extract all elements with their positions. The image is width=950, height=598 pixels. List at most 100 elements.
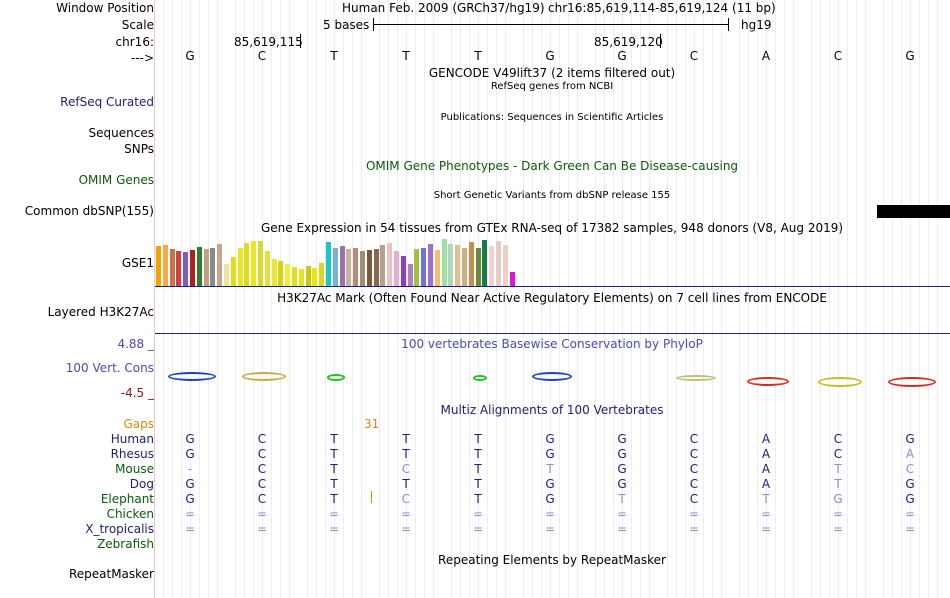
gtex-tissue-bar[interactable] xyxy=(502,245,508,286)
assembly-title: Human Feb. 2009 (GRCh37/hg19) xyxy=(342,1,545,15)
snps-label[interactable]: SNPs xyxy=(124,142,154,156)
gtex-tissue-bar[interactable] xyxy=(224,264,229,286)
gtex-tissue-bar[interactable] xyxy=(407,264,413,286)
gtex-tissue-bar[interactable] xyxy=(455,245,461,286)
species-label[interactable]: Mouse xyxy=(115,462,154,476)
gap-marker xyxy=(371,491,372,503)
track-display-area[interactable]: Human Feb. 2009 (GRCh37/hg19) chr16:85,6… xyxy=(155,0,950,598)
gtex-tissue-bar[interactable] xyxy=(421,248,427,286)
gtex-tissue-bar[interactable] xyxy=(366,250,372,286)
alignment-base: = xyxy=(904,522,916,536)
gtex-tissue-bar[interactable] xyxy=(210,248,216,286)
publications-track-title[interactable]: Publications: Sequences in Scientific Ar… xyxy=(440,112,664,123)
dbsnp-track-title[interactable]: Short Genetic Variants from dbSNP releas… xyxy=(433,190,671,201)
dbsnp-variant-block[interactable] xyxy=(877,205,950,218)
gtex-tissue-bar[interactable] xyxy=(332,248,338,286)
gtex-tissue-bar[interactable] xyxy=(251,241,257,286)
gtex-tissue-bar[interactable] xyxy=(156,246,161,286)
alignment-base: = xyxy=(616,507,628,521)
gtex-tissue-bar[interactable] xyxy=(237,248,243,286)
gtex-tissue-bar[interactable] xyxy=(434,250,440,286)
h3k27ac-track-title[interactable]: H3K27Ac Mark (Often Found Near Active Re… xyxy=(277,291,827,305)
species-label[interactable]: Zebrafish xyxy=(97,537,154,551)
alignment-base: = xyxy=(256,507,268,521)
gtex-tissue-bar[interactable] xyxy=(489,246,495,286)
gtex-tissue-bar[interactable] xyxy=(271,259,277,286)
gtex-tissue-bar[interactable] xyxy=(190,250,195,286)
gtex-tissue-bar[interactable] xyxy=(516,246,522,286)
base-nucleotide: G xyxy=(185,49,195,63)
gtex-tissue-bar[interactable] xyxy=(509,272,515,286)
alignment-base: T xyxy=(330,492,338,506)
multiz-track-title[interactable]: Multiz Alignments of 100 Vertebrates xyxy=(440,403,664,417)
species-label[interactable]: Human xyxy=(110,432,154,446)
gtex-tissue-bar[interactable] xyxy=(414,249,420,286)
species-label[interactable]: Dog xyxy=(129,477,154,491)
species-label[interactable]: Rhesus xyxy=(110,447,154,461)
gtex-tissue-bar[interactable] xyxy=(312,268,318,286)
gtex-tissue-bar[interactable] xyxy=(496,241,501,286)
gtex-tissue-bar[interactable] xyxy=(298,269,304,286)
gtex-tissue-bar[interactable] xyxy=(244,243,250,286)
gtex-tissue-bar[interactable] xyxy=(360,251,365,286)
gtex-tissue-bar[interactable] xyxy=(203,249,209,286)
species-label[interactable]: X_tropicalis xyxy=(85,522,154,536)
gtex-tissue-bar[interactable] xyxy=(292,267,297,286)
strand-arrow-label[interactable]: ---> xyxy=(130,51,154,65)
gencode-track-title[interactable]: GENCODE V49lift37 (2 items filtered out) xyxy=(428,66,676,80)
gtex-tissue-bar[interactable] xyxy=(339,246,345,286)
grid-subline xyxy=(577,0,578,598)
gtex-tissue-bar[interactable] xyxy=(230,257,236,286)
gtex-tissue-bar[interactable] xyxy=(387,243,393,286)
gtex-tissue-bar[interactable] xyxy=(394,251,399,286)
common-dbsnp-label[interactable]: Common dbSNP(155) xyxy=(24,204,154,218)
gtex-tissue-bar[interactable] xyxy=(400,256,406,286)
grid-subline xyxy=(829,0,830,598)
gaps-label[interactable]: Gaps xyxy=(123,417,154,431)
alignment-base: A xyxy=(761,477,771,491)
grid-subline xyxy=(307,0,308,598)
omim-genes-label[interactable]: OMIM Genes xyxy=(78,173,154,187)
sequences-label[interactable]: Sequences xyxy=(88,126,154,140)
gtex-tissue-bar[interactable] xyxy=(319,263,325,286)
gtex-tissue-bar[interactable] xyxy=(183,252,189,286)
repeatmasker-track-title[interactable]: Repeating Elements by RepeatMasker xyxy=(438,553,666,567)
gse1-label[interactable]: GSE1 xyxy=(121,256,154,270)
layered-h3k27ac-label[interactable]: Layered H3K27Ac xyxy=(47,305,154,319)
gtex-tissue-bar[interactable] xyxy=(305,266,311,286)
omim-track-title[interactable]: OMIM Gene Phenotypes - Dark Green Can Be… xyxy=(365,159,739,173)
gtex-tissue-bar[interactable] xyxy=(258,241,263,286)
refseq-subtitle: RefSeq genes from NCBI xyxy=(490,81,614,92)
gtex-tissue-bar[interactable] xyxy=(326,242,331,286)
phylop-track-label[interactable]: 100 Vert. Cons xyxy=(65,361,154,375)
species-label[interactable]: Elephant xyxy=(100,492,154,506)
coordinate-1-tick xyxy=(300,34,301,48)
gtex-tissue-bar[interactable] xyxy=(448,244,454,286)
alignment-base: = xyxy=(688,522,700,536)
repeatmasker-label[interactable]: RepeatMasker xyxy=(68,567,154,581)
gtex-tissue-bar[interactable] xyxy=(475,248,481,286)
gtex-tissue-bar[interactable] xyxy=(380,245,386,286)
gtex-track-title[interactable]: Gene Expression in 54 tissues from GTEx … xyxy=(260,221,844,235)
gtex-tissue-bar[interactable] xyxy=(468,242,474,286)
gtex-tissue-bar[interactable] xyxy=(176,251,182,286)
gtex-tissue-bar[interactable] xyxy=(169,249,175,286)
gtex-tissue-bar[interactable] xyxy=(196,247,202,286)
gtex-tissue-bar[interactable] xyxy=(428,244,433,286)
gtex-tissue-bar[interactable] xyxy=(217,244,223,286)
gtex-tissue-bar[interactable] xyxy=(278,261,284,286)
gtex-tissue-bar[interactable] xyxy=(441,239,447,286)
phylop-track-title[interactable]: 100 vertebrates Basewise Conservation by… xyxy=(401,337,703,351)
gtex-tissue-bar[interactable] xyxy=(264,251,270,286)
gtex-tissue-bar[interactable] xyxy=(462,248,467,286)
gtex-tissue-bar[interactable] xyxy=(353,248,359,286)
gtex-tissue-bar[interactable] xyxy=(162,245,168,286)
refseq-curated-label[interactable]: RefSeq Curated xyxy=(60,95,154,109)
gtex-tissue-bar[interactable] xyxy=(482,240,488,286)
species-label[interactable]: Chicken xyxy=(106,507,154,521)
gtex-tissue-bar[interactable] xyxy=(346,249,352,286)
grid-subline xyxy=(892,0,893,598)
gtex-tissue-bar[interactable] xyxy=(373,249,379,286)
gtex-tissue-bar[interactable] xyxy=(285,264,291,286)
gtex-expression-bars[interactable] xyxy=(155,236,950,286)
